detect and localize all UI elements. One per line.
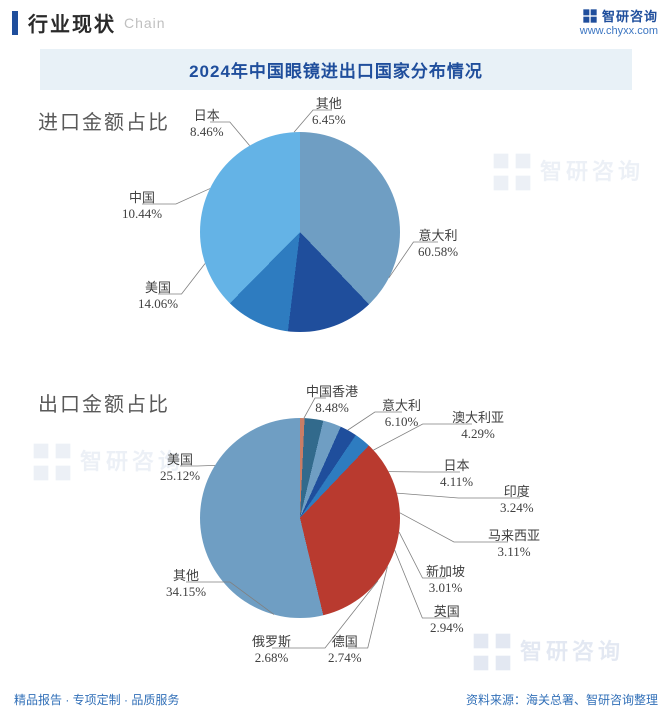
watermark: 智研咨询 [470,630,624,674]
pie-slice-label: 其他34.15% [166,568,206,601]
pie-slice-label: 马来西亚3.11% [488,528,540,561]
brand-name: 智研咨询 [602,6,658,25]
brand-block: 智研咨询 www.chyxx.com [580,6,658,37]
pie-slice-label: 新加坡3.01% [426,564,465,597]
import-section-label: 进口金额占比 [38,106,170,135]
pie-slice-label: 美国25.12% [160,452,200,485]
chart-title: 2024年中国眼镜进出口国家分布情况 [40,57,632,82]
pie-slice-label: 英国2.94% [430,604,464,637]
footer-source: 资料来源：海关总署、智研咨询整理 [466,691,658,708]
pie-slice-label: 中国香港8.48% [306,384,358,417]
footer: 精品报告 · 专项定制 · 品质服务 资料来源：海关总署、智研咨询整理 [0,691,672,708]
header-bar: 行业现状 Chain [0,0,672,41]
export-pie [200,418,400,618]
export-section-label: 出口金额占比 [38,388,170,417]
pie-slice-label: 其他6.45% [312,96,346,129]
import-pie-chart: 其他6.45%意大利60.58%美国14.06%中国10.44%日本8.46% [200,132,400,332]
brand-logo-icon [582,8,598,24]
import-pie [200,132,400,332]
export-pie-chart: 中国香港8.48%意大利6.10%澳大利亚4.29%日本4.11%印度3.24%… [200,418,400,618]
pie-slice-label: 中国10.44% [122,190,162,223]
pie-slice-label: 澳大利亚4.29% [452,410,504,443]
pie-slice-label: 意大利60.58% [418,228,458,261]
watermark: 智研咨询 [490,150,644,194]
header-subtitle: Chain [124,15,166,31]
chart-title-band: 2024年中国眼镜进出口国家分布情况 [40,49,632,90]
pie-slice-label: 印度3.24% [500,484,534,517]
pie-slice-label: 日本8.46% [190,108,224,141]
pie-slice-label: 意大利6.10% [382,398,421,431]
brand-url: www.chyxx.com [580,25,658,37]
pie-slice-label: 日本4.11% [440,458,473,491]
header-accent [12,11,18,35]
footer-left: 精品报告 · 专项定制 · 品质服务 [14,691,179,708]
header-title: 行业现状 [28,8,116,37]
pie-slice-label: 德国2.74% [328,634,362,667]
pie-slice-label: 俄罗斯2.68% [252,634,291,667]
pie-slice-label: 美国14.06% [138,280,178,313]
